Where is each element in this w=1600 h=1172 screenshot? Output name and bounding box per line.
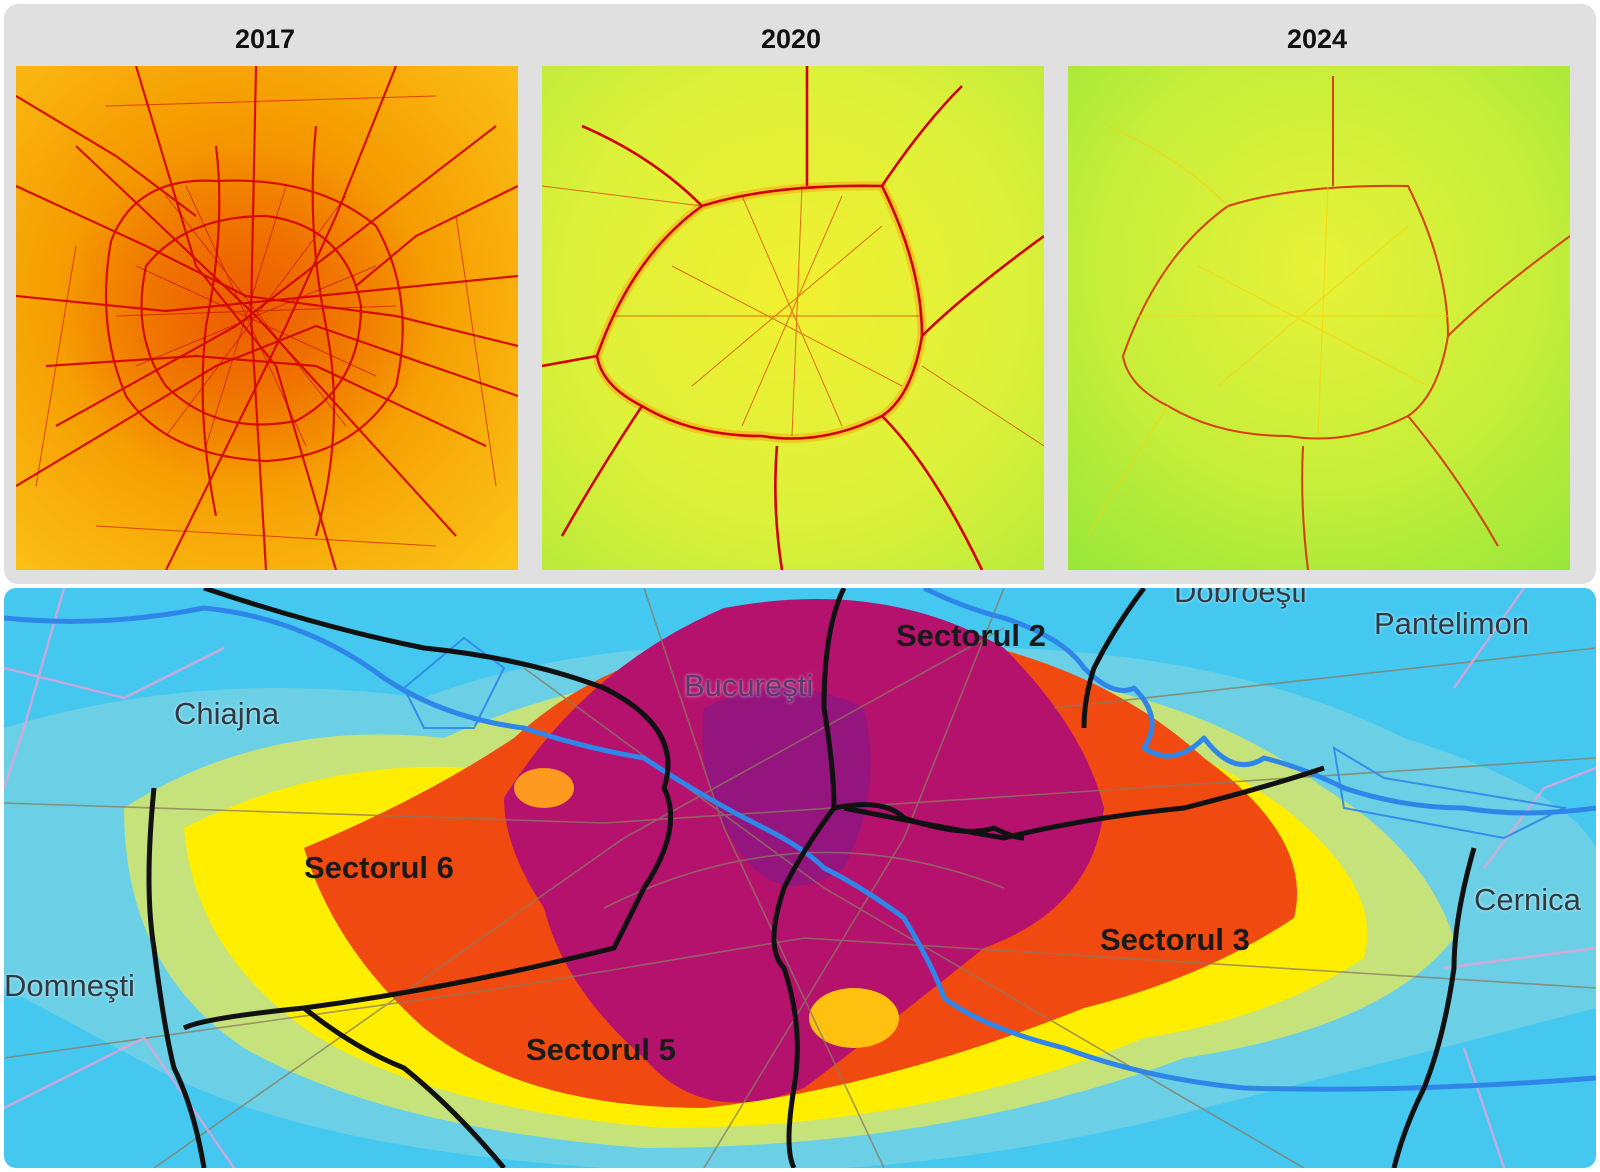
map-2024 xyxy=(1068,66,1570,570)
year-comparison-panel: 2017 2020 2024 xyxy=(4,4,1596,584)
sector-label-2: Sectorul 2 xyxy=(896,618,1046,653)
sector-label-6: Sectorul 6 xyxy=(304,850,454,885)
place-label-domnesti: Domneşti xyxy=(4,968,135,1003)
bucharest-pollution-map: Chiajna Domneşti Bucureşti Dobroeşti Pan… xyxy=(4,588,1596,1168)
place-label-bucuresti: Bucureşti xyxy=(684,668,814,703)
year-label-2020: 2020 xyxy=(760,24,822,54)
map-2017 xyxy=(16,66,518,570)
map-2020 xyxy=(542,66,1044,570)
year-label-2017: 2017 xyxy=(234,24,296,54)
place-label-chiajna: Chiajna xyxy=(174,696,280,731)
sector-label-5: Sectorul 5 xyxy=(526,1032,676,1067)
place-label-cernica: Cernica xyxy=(1474,882,1581,917)
year-label-2024: 2024 xyxy=(1286,24,1348,54)
place-label-dobroesti: Dobroeşti xyxy=(1174,588,1307,609)
sector-label-3: Sectorul 3 xyxy=(1100,922,1250,957)
place-label-pantelimon: Pantelimon xyxy=(1374,606,1530,641)
